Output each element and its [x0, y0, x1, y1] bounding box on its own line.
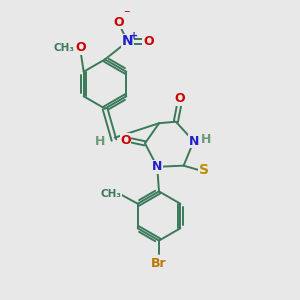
- Text: N: N: [152, 160, 162, 173]
- Text: N: N: [122, 34, 133, 48]
- Text: CH₃: CH₃: [54, 43, 75, 53]
- Text: S: S: [199, 163, 209, 177]
- Text: +: +: [130, 31, 138, 41]
- Text: O: O: [120, 134, 131, 147]
- Text: O: O: [174, 92, 185, 105]
- Text: H: H: [201, 133, 211, 146]
- Text: CH₃: CH₃: [100, 189, 121, 199]
- Text: N: N: [188, 135, 199, 148]
- Text: O: O: [113, 16, 124, 29]
- Text: O: O: [143, 35, 154, 48]
- Text: O: O: [75, 41, 86, 54]
- Text: ⁻: ⁻: [124, 8, 130, 21]
- Text: H: H: [95, 135, 106, 148]
- Text: Br: Br: [151, 256, 167, 270]
